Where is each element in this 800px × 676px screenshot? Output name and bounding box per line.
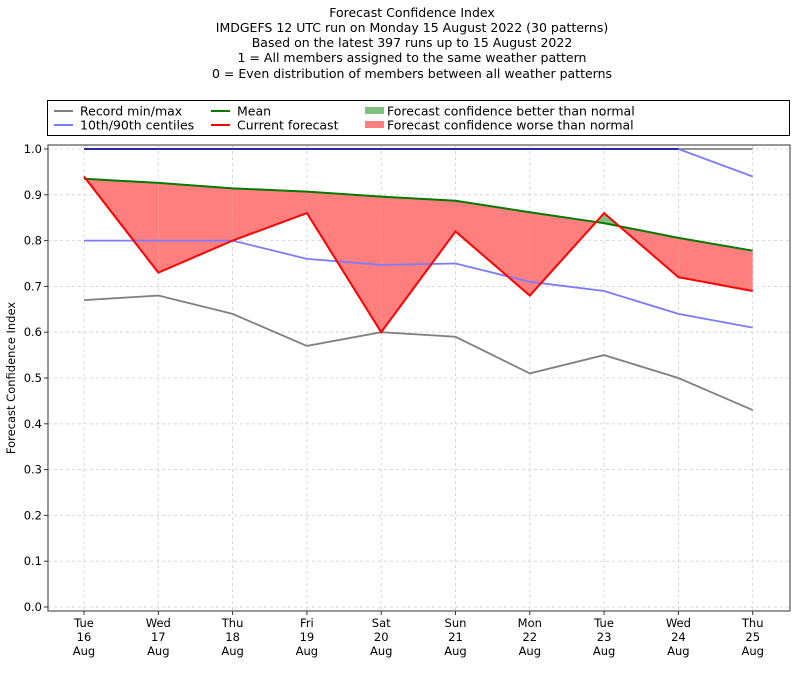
series-line-mean bbox=[83, 177, 753, 252]
legend-label: Mean bbox=[237, 104, 271, 119]
title-line-2: IMDGEFS 12 UTC run on Monday 15 August 2… bbox=[216, 20, 608, 35]
x-tick-label: Wed 17 Aug bbox=[146, 616, 171, 658]
legend-label: Forecast confidence worse than normal bbox=[387, 118, 634, 133]
legend-label: 10th/90th centiles bbox=[80, 118, 194, 133]
x-tick-label: Thu 25 Aug bbox=[741, 616, 764, 658]
x-tick-label: Mon 22 Aug bbox=[518, 616, 542, 658]
legend-swatch-green-patch bbox=[365, 107, 384, 114]
y-tick-label: 0.6 bbox=[24, 325, 42, 339]
legend: Record min/max 10th/90th centiles Mean C… bbox=[47, 100, 790, 136]
legend-label: Current forecast bbox=[237, 118, 339, 133]
x-tick-label: Tue 23 Aug bbox=[593, 616, 615, 658]
legend-item-worse: Forecast confidence worse than normal bbox=[365, 118, 634, 133]
y-tick-label: 0.3 bbox=[24, 463, 42, 477]
title-line-3: Based on the latest 397 runs up to 15 Au… bbox=[252, 35, 573, 50]
legend-frame bbox=[47, 100, 790, 136]
legend-item-record-minmax: Record min/max bbox=[54, 104, 182, 119]
y-tick-label: 0.1 bbox=[24, 554, 42, 568]
y-tick-label: 0.7 bbox=[24, 279, 42, 293]
x-tick-label: Thu 18 Aug bbox=[221, 616, 244, 658]
fill-worse-than-normal bbox=[678, 237, 753, 291]
y-tick-label: 0.9 bbox=[24, 188, 42, 202]
legend-label: Record min/max bbox=[80, 104, 182, 119]
title-line-4: 1 = All members assigned to the same wea… bbox=[238, 50, 587, 65]
y-tick-label: 0.2 bbox=[24, 508, 42, 522]
series-line-record-min bbox=[83, 294, 754, 411]
series-line-current-forecast bbox=[83, 175, 753, 334]
y-tick-label: 0.8 bbox=[24, 234, 42, 248]
chart-title: Forecast Confidence Index IMDGEFS 12 UTC… bbox=[212, 5, 612, 81]
series-line-10th-centile bbox=[84, 239, 753, 329]
fill-worse-than-normal bbox=[232, 188, 307, 241]
title-line-5: 0 = Even distribution of members between… bbox=[212, 66, 612, 81]
x-tick-label: Sun 21 Aug bbox=[444, 616, 466, 658]
title-line-1: Forecast Confidence Index bbox=[329, 5, 495, 20]
y-tick-label: 0.0 bbox=[24, 600, 42, 614]
fill-worse-than-normal bbox=[455, 200, 530, 296]
x-tick-label: Sat 20 Aug bbox=[370, 616, 392, 658]
x-tick-label: Fri 19 Aug bbox=[296, 616, 318, 658]
plot-area: 0.0 0.1 0.2 0.3 0.4 0.5 0.6 0.7 0.8 0.9 1.0 Tue 16 A… bbox=[24, 142, 791, 658]
x-axis: Tue 16 Aug Wed 17 Aug Thu 18 Aug Fri 19 Aug Sat 20 Aug… bbox=[73, 611, 764, 658]
y-axis-label: Forecast Confidence Index bbox=[4, 302, 18, 454]
y-tick-label: 0.4 bbox=[24, 417, 42, 431]
x-tick-label: Wed 24 Aug bbox=[666, 616, 691, 658]
y-axis: 0.0 0.1 0.2 0.3 0.4 0.5 0.6 0.7 0.8 0.9 1.0 bbox=[24, 142, 48, 614]
fill-worse-than-normal bbox=[158, 182, 233, 273]
legend-label: Forecast confidence better than normal bbox=[387, 104, 635, 119]
legend-item-better: Forecast confidence better than normal bbox=[365, 104, 635, 119]
series-lines bbox=[83, 148, 754, 411]
legend-item-mean: Mean bbox=[211, 104, 271, 119]
legend-item-centiles: 10th/90th centiles bbox=[54, 118, 194, 133]
legend-swatch-red-patch bbox=[365, 121, 384, 128]
fill-worse-than-normal bbox=[529, 212, 597, 296]
y-tick-label: 1.0 bbox=[24, 142, 42, 156]
x-tick-label: Tue 16 Aug bbox=[73, 616, 95, 658]
y-tick-label: 0.5 bbox=[24, 371, 42, 385]
legend-item-current: Current forecast bbox=[211, 118, 339, 133]
